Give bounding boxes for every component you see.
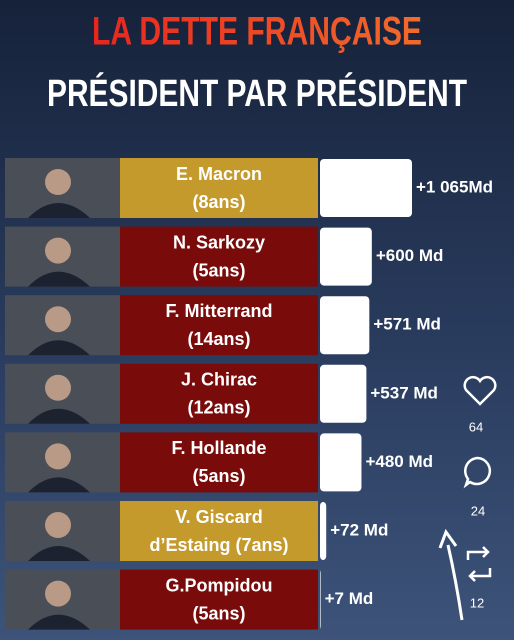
category-label: J. Chirac <box>181 370 257 390</box>
like-icon[interactable] <box>463 376 497 406</box>
social-overlay <box>438 376 497 621</box>
portrait-body <box>28 546 90 561</box>
portrait-body <box>28 203 90 218</box>
bar <box>320 296 370 355</box>
portrait-body <box>28 614 90 630</box>
category-band <box>120 569 318 630</box>
value-label: +1 065Md <box>416 177 493 196</box>
portrait-head <box>45 443 71 470</box>
category-label: (5ans) <box>192 466 245 486</box>
category-label: E. Macron <box>176 164 262 184</box>
portrait-head <box>45 374 71 401</box>
like-count: 64 <box>469 419 483 434</box>
category-band <box>120 158 318 218</box>
bar <box>320 159 412 217</box>
bar <box>320 227 372 286</box>
category-label: F. Hollande <box>171 438 266 458</box>
portrait-head <box>45 512 71 538</box>
category-label: N. Sarkozy <box>173 232 265 252</box>
chart-title: LA DETTE FRANÇAISE <box>92 10 422 54</box>
comment-count: 24 <box>471 503 485 518</box>
comment-icon[interactable] <box>463 456 492 489</box>
portrait-body <box>28 477 90 493</box>
portrait-head <box>45 169 71 195</box>
category-label: V. Giscard <box>175 507 262 527</box>
category-label: F. Mitterrand <box>165 301 272 321</box>
arrow <box>438 528 464 621</box>
category-label: d’Estaing (7ans) <box>149 535 288 555</box>
value-label: +7 Md <box>325 589 374 608</box>
share-count: 12 <box>470 595 484 610</box>
value-label: +600 Md <box>376 246 444 265</box>
portrait-body <box>28 408 90 424</box>
portrait-head <box>45 580 71 607</box>
value-label: +72 Md <box>330 520 388 539</box>
bar <box>320 502 327 560</box>
chart-subtitle: PRÉSIDENT PAR PRÉSIDENT <box>47 71 467 115</box>
portrait-body <box>28 340 90 356</box>
portrait-head <box>45 306 71 333</box>
category-label: G.Pompidou <box>166 575 273 595</box>
bar <box>320 364 367 423</box>
bar <box>320 433 362 492</box>
category-band <box>120 295 318 356</box>
value-label: +537 Md <box>370 383 438 402</box>
category-label: (12ans) <box>187 398 250 418</box>
category-label: (14ans) <box>187 329 250 349</box>
category-band <box>120 363 318 424</box>
share-icon[interactable] <box>466 546 492 582</box>
value-label: +571 Md <box>373 315 441 334</box>
category-band <box>120 226 318 287</box>
portrait-head <box>45 237 71 264</box>
category-band <box>120 501 318 561</box>
category-label: (8ans) <box>192 192 245 212</box>
bar <box>320 570 321 629</box>
category-label: (5ans) <box>192 603 245 623</box>
value-label: +480 Md <box>365 452 433 471</box>
portrait-body <box>28 271 90 287</box>
category-band <box>120 432 318 493</box>
category-label: (5ans) <box>192 260 245 280</box>
